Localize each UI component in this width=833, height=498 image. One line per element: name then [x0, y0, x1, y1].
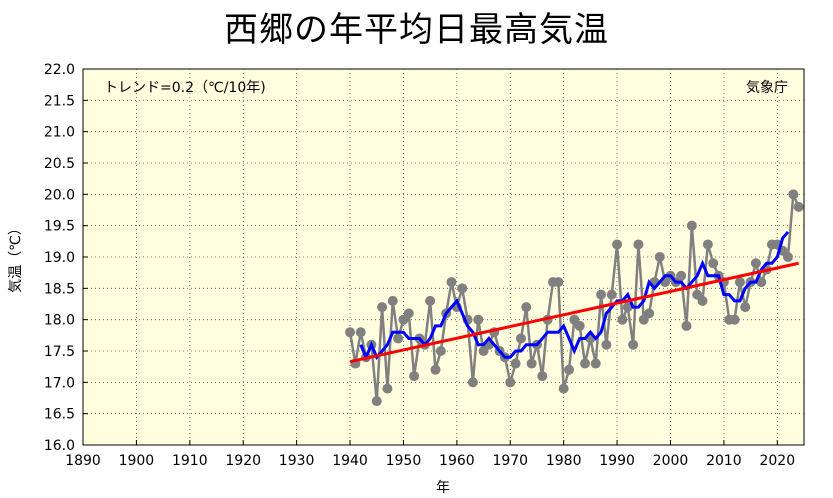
annual-data-point	[612, 239, 623, 250]
trend-line	[349, 261, 799, 364]
moving-average-line	[359, 230, 790, 362]
x-tick-label: 1940	[332, 453, 368, 469]
annual-data-point	[521, 302, 532, 313]
annual-data-point	[377, 302, 388, 313]
annual-data-point	[681, 320, 692, 331]
annual-data-point	[467, 377, 478, 388]
y-tick-label: 21.0	[44, 125, 75, 141]
x-tick-label: 1950	[386, 453, 422, 469]
x-tick-label: 1890	[65, 453, 101, 469]
annual-data-point	[617, 314, 628, 325]
annual-data-point	[435, 346, 446, 356]
annual-data-point	[510, 358, 521, 369]
annual-data-point	[622, 302, 633, 313]
annual-data-point	[526, 358, 537, 369]
annual-data-point	[473, 314, 484, 325]
annual-data-point	[708, 258, 719, 269]
x-tick-label: 2020	[759, 453, 795, 469]
annual-data-point	[574, 320, 585, 331]
chart-title: 西郷の年平均日最高気温	[224, 10, 609, 50]
x-tick-label: 1990	[599, 453, 635, 469]
y-tick-label: 17.0	[44, 375, 75, 391]
annual-data-point	[403, 308, 414, 319]
annual-data-point	[734, 277, 745, 288]
y-tick-label: 22.0	[44, 62, 75, 78]
annual-data-point	[596, 289, 607, 300]
annual-data-point	[606, 289, 617, 300]
annual-data-point	[644, 308, 655, 319]
annual-data-point	[601, 339, 612, 350]
annual-data-point	[782, 252, 793, 262]
trend-label: トレンド=0.2（℃/10年)	[104, 80, 266, 96]
y-tick-label: 19.5	[44, 219, 75, 235]
y-tick-label: 17.5	[44, 344, 75, 360]
x-tick-label: 1920	[225, 453, 261, 469]
y-tick-label: 20.5	[44, 156, 75, 172]
annual-data-point	[393, 333, 404, 344]
y-tick-label: 20.0	[44, 187, 75, 203]
x-tick-label: 1910	[172, 453, 208, 469]
x-axis: 1890 1900 1910 1920 1930 1940 1950 1960 1970 1980…	[65, 440, 795, 469]
y-tick-label: 18.5	[44, 281, 75, 297]
annual-data-point	[409, 371, 420, 382]
annual-data-point	[788, 189, 799, 200]
x-tick-label: 1930	[279, 453, 315, 469]
annual-data-point	[628, 339, 639, 350]
x-tick-label: 1960	[439, 453, 475, 469]
annual-data-point	[697, 295, 708, 306]
annual-data-point	[553, 277, 564, 288]
annual-data-point	[729, 314, 740, 325]
annual-data-point	[387, 295, 398, 306]
source-label: 気象庁	[746, 80, 788, 96]
annual-data-point	[633, 239, 644, 250]
x-tick-label: 1900	[119, 453, 155, 469]
annual-data-point	[580, 358, 591, 369]
annual-data-point	[702, 239, 713, 250]
annual-data-point	[457, 283, 468, 294]
annual-data-point	[515, 333, 526, 344]
annual-data-point	[345, 327, 356, 338]
annual-data-point	[740, 302, 751, 313]
annual-data-point	[537, 371, 548, 382]
annual-data-point	[756, 277, 767, 288]
y-axis-label: 気温（℃）	[8, 221, 24, 293]
y-tick-label: 16.5	[44, 407, 75, 423]
x-axis-label: 年	[436, 480, 450, 496]
annual-data-point	[425, 295, 436, 306]
annual-data-point	[564, 364, 575, 375]
x-tick-label: 2000	[653, 453, 689, 469]
x-tick-label: 2010	[706, 453, 742, 469]
annual-data-point	[430, 364, 441, 375]
annual-data-point	[590, 358, 601, 369]
annual-data-point	[382, 383, 393, 394]
y-tick-label: 21.5	[44, 93, 75, 109]
annual-data-point	[793, 201, 804, 212]
annual-data-point	[654, 252, 665, 262]
x-tick-label: 1980	[546, 453, 582, 469]
annual-data-point	[446, 277, 457, 288]
y-tick-label: 18.0	[44, 313, 75, 329]
annual-data-point	[355, 327, 366, 338]
annual-data-point	[505, 377, 516, 388]
annual-data-point	[558, 383, 569, 394]
annual-data-point	[371, 396, 382, 407]
y-tick-label: 16.0	[44, 438, 75, 454]
annual-data-point	[686, 220, 697, 231]
y-axis: 16.0 16.5 17.0 17.5 18.0 18.5 19.0 19.5 20.0 20.5…	[44, 62, 88, 454]
annual-data-point	[676, 270, 687, 281]
annual-data-point	[750, 258, 761, 269]
x-tick-label: 1970	[492, 453, 528, 469]
y-tick-label: 19.0	[44, 250, 75, 266]
